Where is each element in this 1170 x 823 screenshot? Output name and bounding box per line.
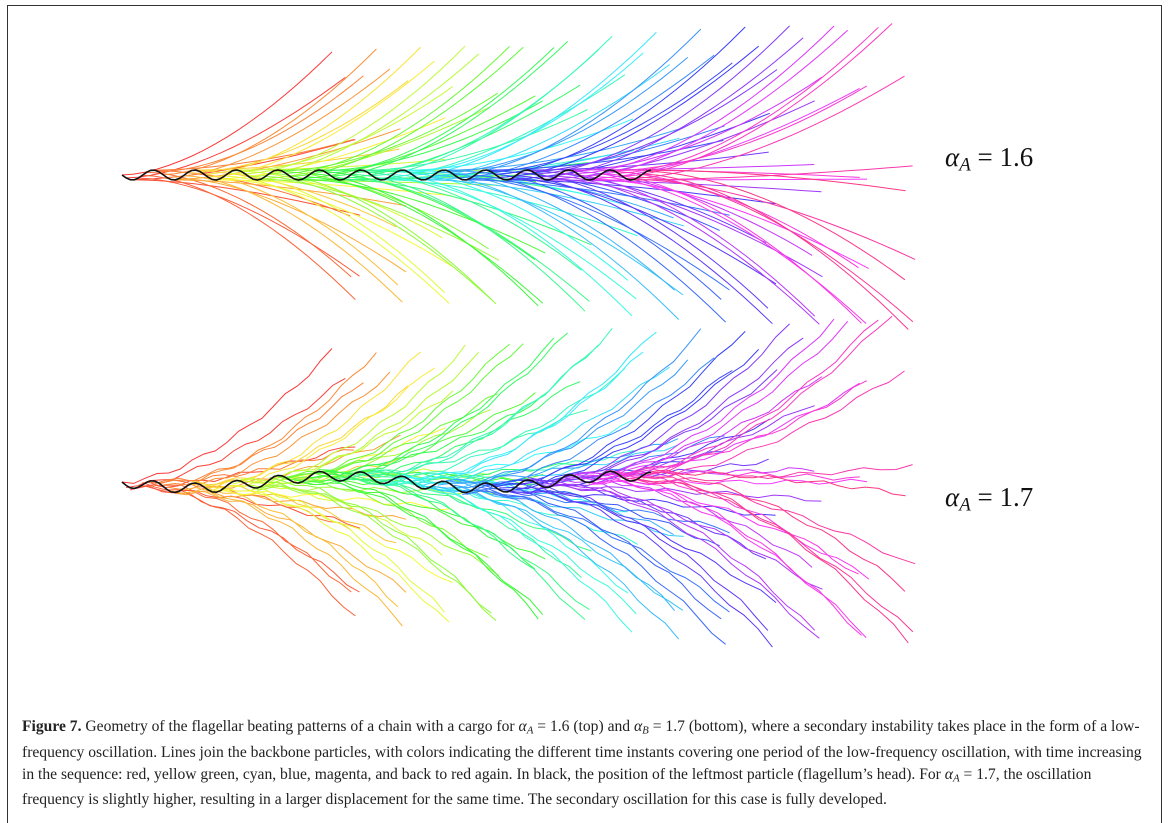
flagellum-line bbox=[179, 178, 406, 272]
flagellum-line bbox=[647, 171, 905, 279]
flagellum-line bbox=[122, 52, 332, 175]
label-text: = 1.6 bbox=[977, 142, 1033, 172]
panel-label: αA = 1.6 bbox=[945, 142, 1033, 177]
math-symbol: α bbox=[945, 482, 959, 512]
flagellum-line bbox=[585, 383, 859, 484]
flagellum-line bbox=[581, 30, 848, 176]
label-text: = 1.7 bbox=[977, 482, 1033, 512]
beating-patterns bbox=[0, 0, 1170, 710]
caption-text: = 1.6 (top) and bbox=[533, 718, 634, 735]
flagellum-line bbox=[143, 483, 356, 616]
flagellum-line bbox=[577, 319, 834, 476]
flagellum-line bbox=[438, 483, 675, 610]
flagellum-line bbox=[204, 47, 421, 174]
flagellum-line bbox=[184, 176, 403, 303]
flagellum-line bbox=[163, 49, 376, 175]
flagellum-line bbox=[348, 476, 590, 610]
flagellum-line bbox=[249, 352, 479, 487]
math-symbol: α bbox=[634, 718, 642, 735]
caption: Figure 7. Geometry of the flagellar beat… bbox=[22, 716, 1152, 811]
flagellum-line bbox=[229, 485, 445, 612]
flagellum-line bbox=[204, 352, 421, 489]
flagellum-line bbox=[622, 316, 892, 478]
caption-label: Figure 7. bbox=[22, 718, 81, 735]
flagellum-line bbox=[618, 320, 878, 477]
flagellum-line bbox=[557, 176, 820, 324]
flagellum-line bbox=[639, 177, 913, 322]
caption-math: αB bbox=[634, 718, 649, 735]
flagellum-line bbox=[635, 479, 916, 564]
flagellum-line bbox=[602, 474, 862, 636]
flagellum-line bbox=[643, 174, 909, 330]
flagellum-line bbox=[499, 349, 759, 488]
math-symbol: α bbox=[519, 718, 527, 735]
flagellum-line bbox=[475, 175, 726, 322]
flagellum-line bbox=[233, 481, 443, 555]
caption-math: αA bbox=[519, 718, 534, 735]
math-symbol: α bbox=[945, 142, 959, 172]
flagellum-line bbox=[651, 170, 906, 191]
flagellum-line bbox=[184, 488, 403, 627]
page: αA = 1.6 αA = 1.7 Figure 7. Geometry of … bbox=[0, 0, 1170, 823]
panel-label: αA = 1.7 bbox=[945, 482, 1033, 517]
flagellum-line bbox=[143, 175, 356, 300]
caption-math: αA bbox=[945, 766, 960, 783]
flagellum-line bbox=[126, 378, 345, 487]
math-subscript: A bbox=[959, 155, 971, 176]
math-subscript: B bbox=[642, 725, 649, 737]
math-subscript: A bbox=[959, 495, 971, 516]
flagellum-line bbox=[200, 81, 408, 172]
flagellum-line bbox=[647, 472, 905, 591]
math-symbol: α bbox=[945, 766, 953, 783]
math-subscript: A bbox=[953, 772, 960, 784]
flagellum-line bbox=[147, 482, 352, 592]
caption-text: Geometry of the flagellar beating patter… bbox=[81, 718, 518, 735]
flagellum-line bbox=[434, 487, 679, 640]
flagellum-line bbox=[651, 470, 906, 496]
